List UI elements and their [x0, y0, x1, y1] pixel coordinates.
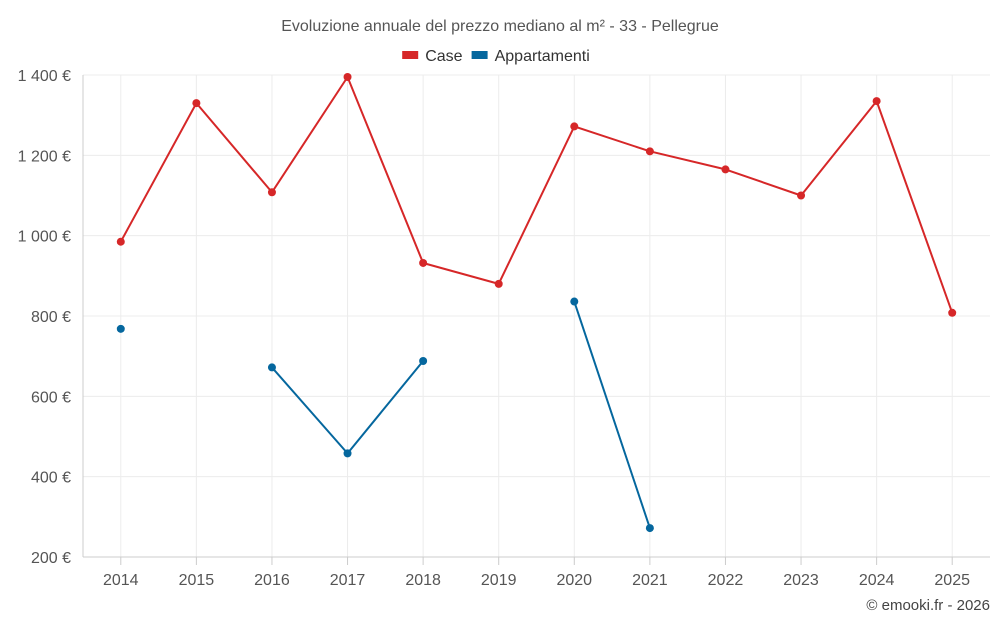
x-tick-label: 2023 — [783, 572, 819, 589]
data-point-appartamenti[interactable] — [116, 324, 125, 333]
legend-swatch — [471, 51, 488, 59]
credit-text: © emooki.fr - 2026 — [866, 597, 990, 614]
data-point-appartamenti[interactable] — [343, 449, 352, 458]
y-tick-label: 400 € — [31, 470, 71, 487]
legend-label: Appartamenti — [495, 48, 590, 65]
x-tick-label: 2024 — [859, 572, 895, 589]
data-point-case[interactable] — [872, 97, 881, 106]
x-tick-label: 2021 — [632, 572, 668, 589]
legend-item-appartamenti[interactable]: Appartamenti — [471, 48, 590, 65]
axes: 200 € 400 € 600 € 800 € 1 000 € 1 200 € 1 400 … — [18, 68, 990, 589]
data-point-case[interactable] — [797, 191, 806, 200]
x-tick-label: 2025 — [934, 572, 970, 589]
data-point-case[interactable] — [948, 308, 957, 317]
data-point-case[interactable] — [343, 73, 352, 82]
y-tick-label: 600 € — [31, 389, 71, 406]
legend-item-case[interactable]: Case — [402, 48, 463, 65]
series-layer — [116, 73, 957, 533]
data-point-case[interactable] — [494, 279, 503, 288]
data-point-appartamenti[interactable] — [645, 524, 654, 533]
y-tick-label: 800 € — [31, 309, 71, 326]
y-tick-label: 1 400 € — [18, 68, 71, 85]
legend: Case Appartamenti — [402, 48, 590, 65]
x-tick-label: 2015 — [179, 572, 215, 589]
data-point-case[interactable] — [192, 99, 201, 108]
y-tick-label: 1 000 € — [18, 229, 71, 246]
data-point-case[interactable] — [116, 237, 125, 246]
series-line-case — [119, 76, 954, 314]
data-point-appartamenti[interactable] — [570, 297, 579, 306]
x-tick-label: 2018 — [405, 572, 441, 589]
series-case — [116, 73, 957, 317]
data-point-appartamenti[interactable] — [267, 363, 276, 372]
legend-label: Case — [425, 48, 462, 65]
y-tick-label: 200 € — [31, 550, 71, 567]
data-point-appartamenti[interactable] — [419, 356, 428, 365]
x-tick-label: 2022 — [708, 572, 744, 589]
series-line-appartamenti — [573, 301, 651, 529]
y-tick-label: 1 200 € — [18, 148, 71, 165]
legend-swatch — [402, 51, 419, 59]
x-tick-label: 2020 — [556, 572, 592, 589]
grid — [83, 74, 990, 557]
data-point-case[interactable] — [267, 188, 276, 197]
data-point-case[interactable] — [570, 122, 579, 131]
x-tick-label: 2014 — [103, 572, 139, 589]
x-tick-label: 2019 — [481, 572, 517, 589]
chart-title: Evoluzione annuale del prezzo mediano al… — [281, 18, 719, 35]
data-point-case[interactable] — [721, 165, 730, 174]
data-point-case[interactable] — [419, 258, 428, 267]
x-tick-label: 2016 — [254, 572, 290, 589]
series-appartamenti — [116, 297, 654, 533]
data-point-case[interactable] — [645, 147, 654, 156]
x-tick-label: 2017 — [330, 572, 366, 589]
